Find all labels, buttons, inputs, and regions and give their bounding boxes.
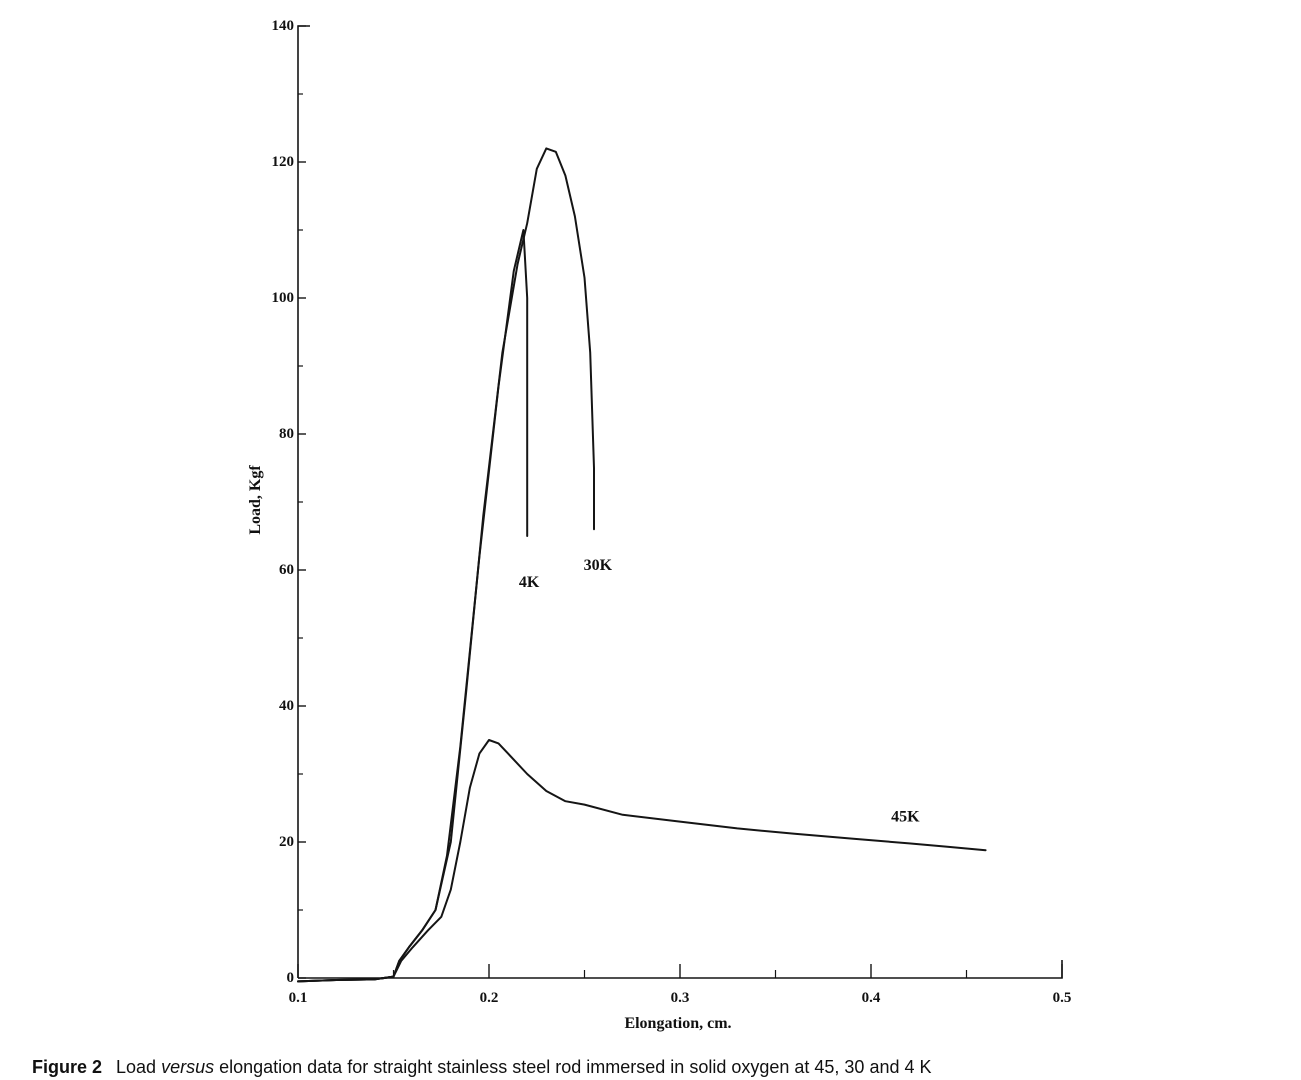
series-line-4k: [297, 229, 529, 983]
y-tick-label: 80: [279, 426, 294, 442]
y-axis-title: Load, Kgf: [247, 465, 264, 535]
figure-number: Figure 2: [32, 1057, 103, 1077]
x-ticks: 0.1 0.2 0.3 0.4 0.5: [289, 964, 1072, 1006]
y-tick-label: 120: [272, 154, 295, 170]
axes: 0 20 40 60 80 100 120 140 0.1 0.2 0.3 0.4 0.5: [272, 18, 1072, 1006]
caption-text-before: Load: [116, 1057, 162, 1077]
y-tick-label: 100: [272, 290, 295, 306]
x-tick-label: 0.1: [289, 990, 308, 1006]
series-line-30k: [297, 147, 595, 983]
caption-text-after: elongation data for straight stainless s…: [214, 1057, 932, 1077]
y-tick-label: 0: [287, 970, 295, 986]
curves: [297, 147, 987, 983]
y-tick-label: 20: [279, 834, 294, 850]
chart-area: 0 20 40 60 80 100 120 140 0.1 0.2 0.3 0.4 0.5 4K 30K…: [247, 18, 1072, 1032]
x-axis-title: Elongation, cm.: [624, 1015, 731, 1032]
x-tick-label: 0.5: [1053, 990, 1072, 1006]
series-label-4k: 4K: [519, 574, 540, 591]
y-tick-label: 60: [279, 562, 294, 578]
y-tick-label: 40: [279, 698, 294, 714]
caption-emphasis: versus: [161, 1057, 215, 1077]
series-label-45k: 45K: [891, 809, 920, 826]
x-tick-label: 0.3: [671, 990, 690, 1006]
series-line-45k: [297, 739, 987, 983]
y-ticks: 0 20 40 60 80 100 120 140: [272, 18, 306, 986]
figure-caption: Figure 2 Load versus elongation data for …: [32, 1057, 1272, 1078]
y-tick-label: 140: [272, 18, 295, 34]
x-tick-label: 0.2: [480, 990, 499, 1006]
series-label-30k: 30K: [584, 557, 613, 574]
x-tick-label: 0.4: [862, 990, 881, 1006]
series-labels: 4K 30K 45K: [519, 557, 920, 826]
